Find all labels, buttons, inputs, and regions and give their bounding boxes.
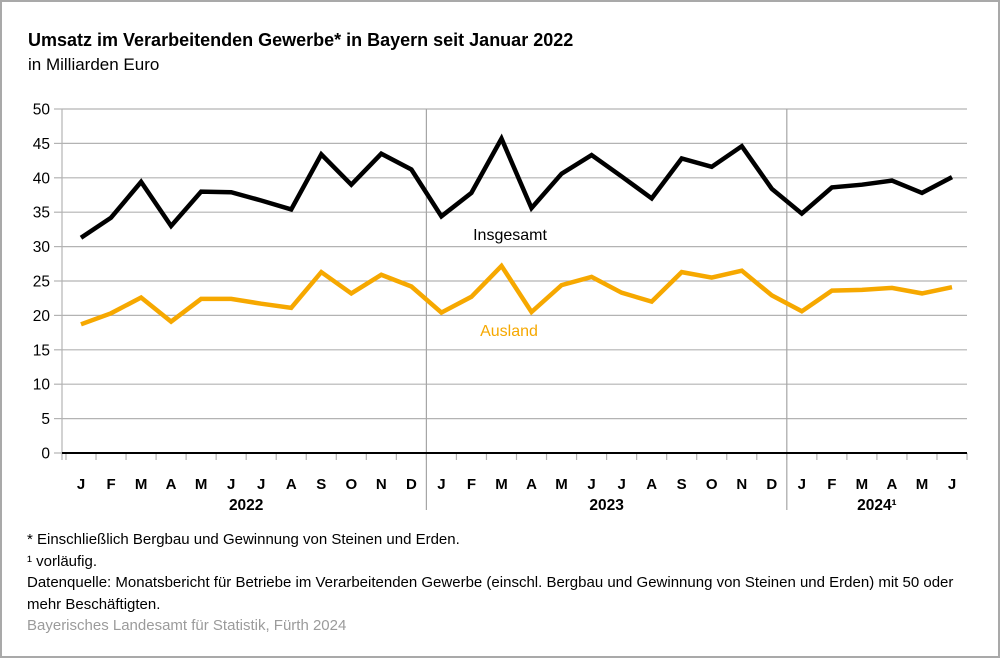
month-label: A xyxy=(166,476,177,493)
month-label: M xyxy=(916,476,929,493)
y-tick-label: 25 xyxy=(33,274,50,291)
y-tick-label: 15 xyxy=(33,342,50,359)
series-line-insgesamt xyxy=(79,133,954,240)
month-label: O xyxy=(706,476,718,493)
month-label: J xyxy=(798,476,806,493)
footnote-asterisk: * Einschließlich Bergbau und Gewinnung v… xyxy=(27,531,460,548)
y-tick-label: 5 xyxy=(41,411,50,428)
footnotes-block: * Einschließlich Bergbau und Gewinnung v… xyxy=(27,529,972,615)
month-label: N xyxy=(376,476,387,493)
month-label: J xyxy=(587,476,595,493)
chart-title: Umsatz im Verarbeitenden Gewerbe* in Bay… xyxy=(28,30,574,50)
month-label: S xyxy=(316,476,326,493)
y-tick-label: 40 xyxy=(33,170,51,187)
month-label: F xyxy=(827,476,836,493)
year-label: 2023 xyxy=(589,497,624,514)
series-label-ausland: Ausland xyxy=(480,323,538,340)
y-tick-label: 0 xyxy=(41,446,50,463)
month-label: N xyxy=(736,476,747,493)
footnote-datasource: Datenquelle: Monatsbericht für Betriebe … xyxy=(27,574,954,613)
month-label: J xyxy=(617,476,625,493)
month-label: F xyxy=(106,476,115,493)
month-label: A xyxy=(646,476,657,493)
month-label: J xyxy=(257,476,265,493)
month-label: M xyxy=(135,476,148,493)
month-label: J xyxy=(437,476,445,493)
series-label-insgesamt: Insgesamt xyxy=(473,227,547,244)
y-tick-label: 20 xyxy=(33,308,51,325)
month-label: F xyxy=(467,476,476,493)
month-label: O xyxy=(345,476,357,493)
y-tick-label: 10 xyxy=(33,377,51,394)
month-label: S xyxy=(677,476,687,493)
y-tick-label: 45 xyxy=(33,136,50,153)
year-label: 2024¹ xyxy=(857,497,897,514)
month-label: A xyxy=(286,476,297,493)
year-label: 2022 xyxy=(229,497,263,514)
month-label: A xyxy=(526,476,537,493)
footnote-superscript: ¹ vorläufig. xyxy=(27,552,98,570)
month-label: J xyxy=(77,476,85,493)
y-tick-label: 30 xyxy=(33,239,51,256)
month-label: M xyxy=(555,476,568,493)
series-line-ausland xyxy=(80,262,953,327)
month-label: J xyxy=(948,476,956,493)
y-tick-label: 50 xyxy=(33,102,51,119)
month-label: D xyxy=(766,476,777,493)
month-label: J xyxy=(227,476,235,493)
month-label: D xyxy=(406,476,417,493)
month-label: A xyxy=(887,476,898,493)
month-label: M xyxy=(856,476,869,493)
y-tick-label: 35 xyxy=(33,205,50,222)
chart-subtitle: in Milliarden Euro xyxy=(28,55,160,74)
source-attribution: Bayerisches Landesamt für Statistik, Für… xyxy=(27,617,347,634)
line-chart: 0 5 10 15 20 25 30 35 40 45 50 J F M A M J J A S O N D J F M A M J J A… xyxy=(33,102,968,514)
month-label: M xyxy=(195,476,208,493)
month-label: M xyxy=(495,476,508,493)
